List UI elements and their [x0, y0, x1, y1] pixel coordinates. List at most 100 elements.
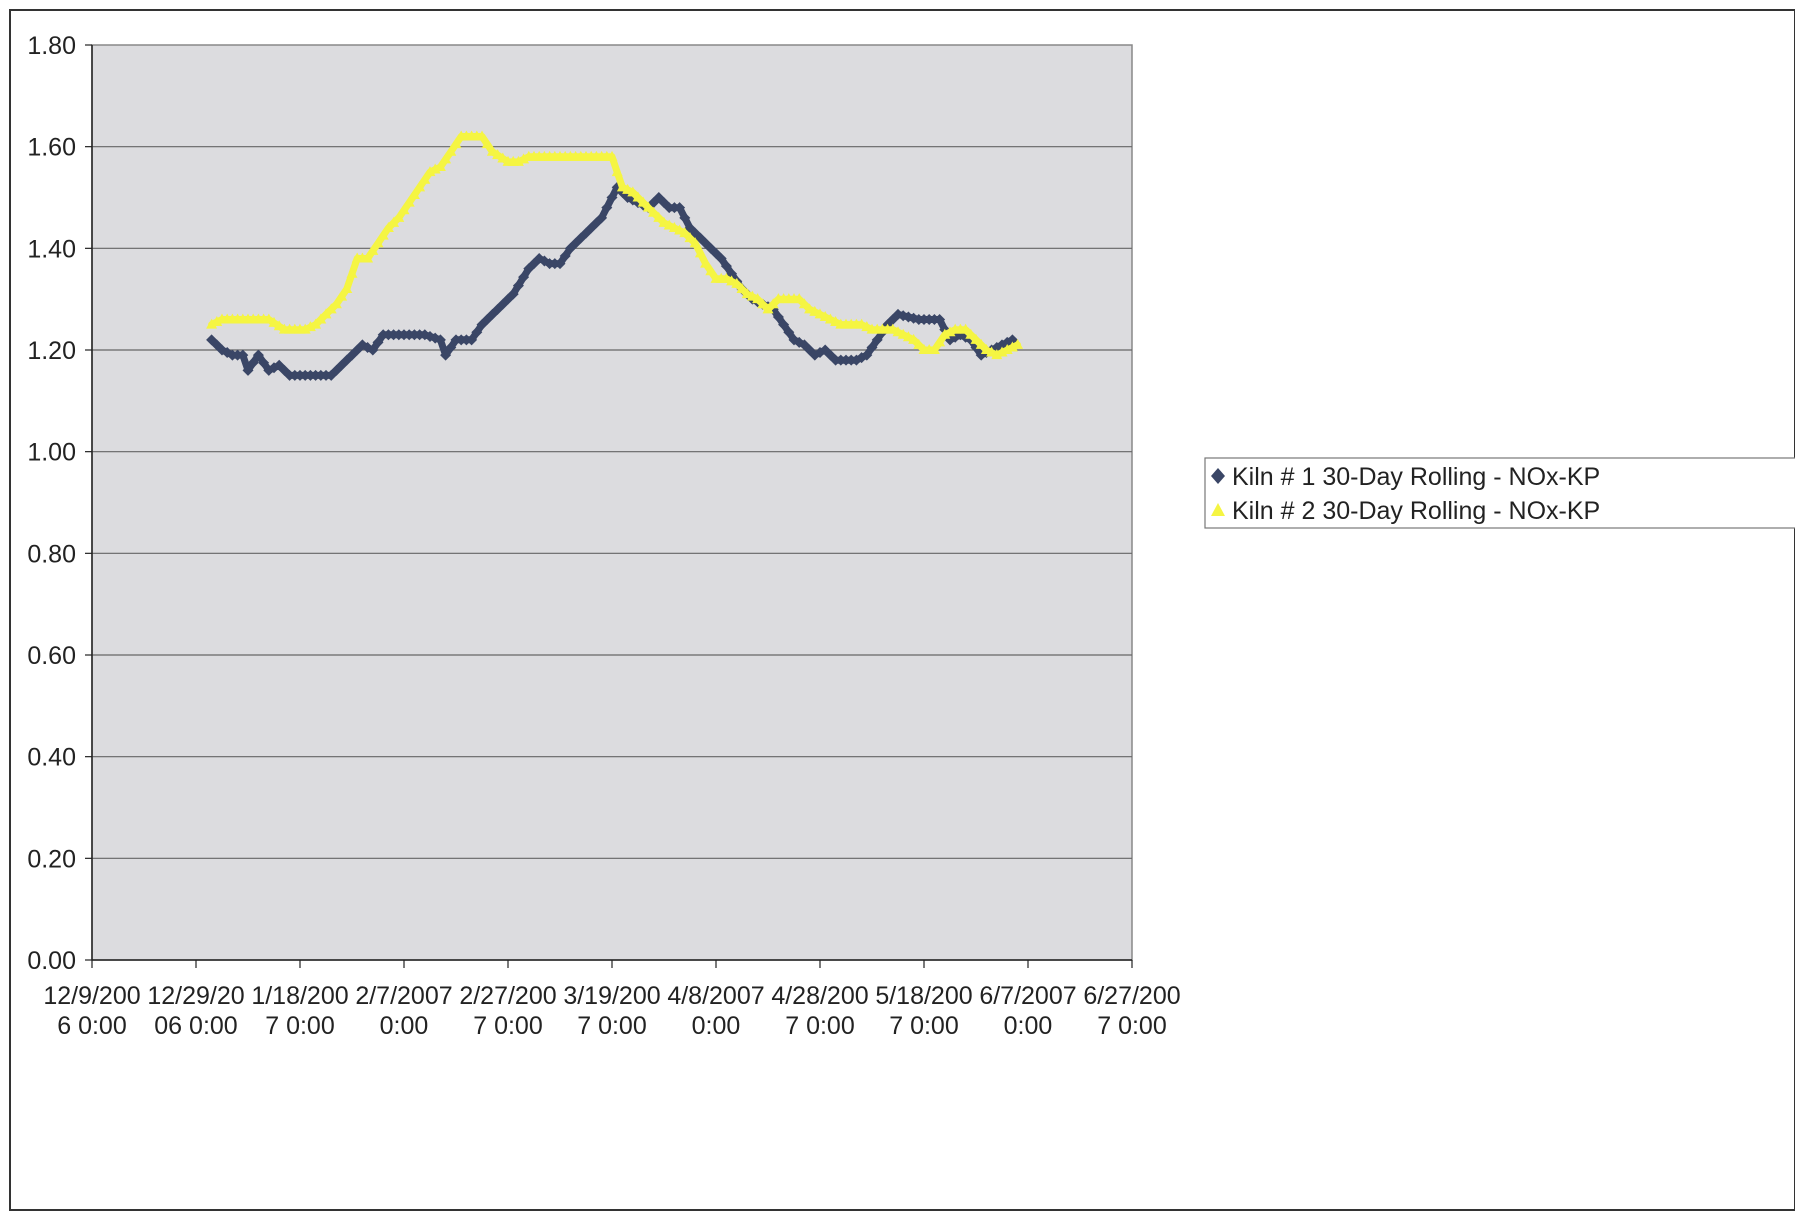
data-point	[247, 357, 259, 369]
data-point	[242, 364, 254, 376]
data-point	[991, 349, 1003, 360]
y-tick-labels: 0.00 0.20 0.40 0.60 0.80 1.00 1.20 1.40 1.60 1.80	[27, 32, 92, 975]
data-point	[606, 150, 618, 161]
y-tick-label: 1.60	[27, 134, 76, 162]
x-tick-label: 6/27/200 7 0:00	[1083, 982, 1180, 1040]
y-tick-label: 0.40	[27, 744, 76, 772]
data-point	[679, 212, 691, 224]
plot-area	[91, 44, 1133, 961]
series-lines	[206, 130, 1024, 381]
data-point	[481, 138, 493, 149]
data-point	[310, 318, 322, 329]
data-point	[689, 237, 701, 248]
data-point	[642, 201, 654, 212]
data-point	[720, 260, 732, 272]
data-point	[440, 349, 452, 361]
legend-label-series-2: Kiln # 2 30-Day Rolling - NOx-KP	[1232, 497, 1600, 525]
data-point	[325, 303, 337, 314]
data-point	[793, 293, 805, 304]
data-point	[372, 336, 384, 348]
data-point	[362, 252, 374, 263]
legend-box	[1204, 457, 1795, 529]
x-tick-label: 4/28/200 7 0:00	[771, 982, 868, 1040]
data-point	[252, 349, 264, 361]
data-point	[559, 250, 571, 262]
data-point	[752, 293, 764, 304]
legend-marker-series-2	[1211, 503, 1225, 516]
data-point	[762, 303, 774, 314]
data-point	[866, 341, 878, 353]
data-point	[913, 338, 925, 349]
data-point	[424, 166, 436, 177]
legend-label-series-1: Kiln # 1 30-Day Rolling - NOx-KP	[1232, 463, 1600, 491]
data-point	[408, 188, 420, 199]
data-point	[476, 130, 488, 141]
data-point	[237, 349, 249, 361]
legend-marker-series-1	[1211, 468, 1225, 484]
data-point	[518, 153, 530, 164]
data-point	[466, 334, 478, 346]
data-point	[731, 277, 743, 288]
data-point	[627, 186, 639, 197]
data-point	[382, 222, 394, 232]
data-point	[315, 313, 327, 324]
data-point	[492, 149, 504, 160]
data-point	[648, 206, 660, 217]
data-point	[440, 153, 452, 164]
data-point	[757, 298, 769, 309]
data-point	[736, 283, 748, 293]
data-point	[336, 290, 348, 301]
x-tick-label: 1/18/200 7 0:00	[251, 982, 348, 1040]
x-tick-label: 2/27/200 7 0:00	[459, 982, 556, 1040]
data-point	[632, 191, 644, 202]
y-tick-label: 1.40	[27, 235, 76, 263]
data-point	[304, 321, 316, 332]
x-tick-label: 12/9/200 6 0:00	[43, 982, 140, 1040]
data-point	[783, 326, 795, 338]
y-tick-label: 0.00	[27, 947, 76, 975]
data-point	[507, 288, 519, 300]
data-point	[715, 253, 727, 264]
data-point	[320, 308, 332, 319]
data-point	[512, 280, 524, 292]
data-point	[273, 320, 285, 331]
data-point	[944, 326, 956, 337]
data-point	[393, 211, 405, 222]
data-point	[684, 232, 696, 243]
data-point	[596, 212, 608, 224]
data-point	[965, 328, 977, 339]
data-point	[414, 181, 426, 192]
data-point	[518, 271, 530, 283]
data-point	[861, 349, 873, 361]
data-point	[346, 267, 358, 278]
y-tick-label: 0.60	[27, 642, 76, 670]
x-tick-label: 12/29/20 06 0:00	[147, 982, 244, 1040]
data-point	[1012, 338, 1024, 349]
data-point	[445, 145, 457, 156]
data-point	[908, 333, 920, 344]
data-point	[434, 334, 446, 346]
data-point	[798, 298, 810, 309]
data-point	[934, 314, 946, 325]
gridlines	[92, 146, 1132, 859]
y-tick-label: 1.80	[27, 32, 76, 60]
data-point	[211, 316, 223, 327]
y-tick-label: 0.20	[27, 845, 76, 873]
data-point	[330, 298, 342, 309]
data-point	[637, 196, 649, 207]
data-point	[445, 341, 457, 353]
data-point	[450, 138, 462, 149]
data-point	[705, 265, 717, 276]
x-tick-label: 4/8/2007 0:00	[667, 982, 764, 1040]
data-point	[258, 357, 270, 369]
data-point	[694, 247, 706, 258]
data-point	[970, 333, 982, 344]
data-point	[928, 344, 940, 354]
data-point	[767, 298, 779, 309]
data-point	[975, 338, 987, 349]
y-tick-label: 0.80	[27, 540, 76, 568]
data-point	[377, 229, 389, 240]
data-point	[611, 166, 623, 177]
